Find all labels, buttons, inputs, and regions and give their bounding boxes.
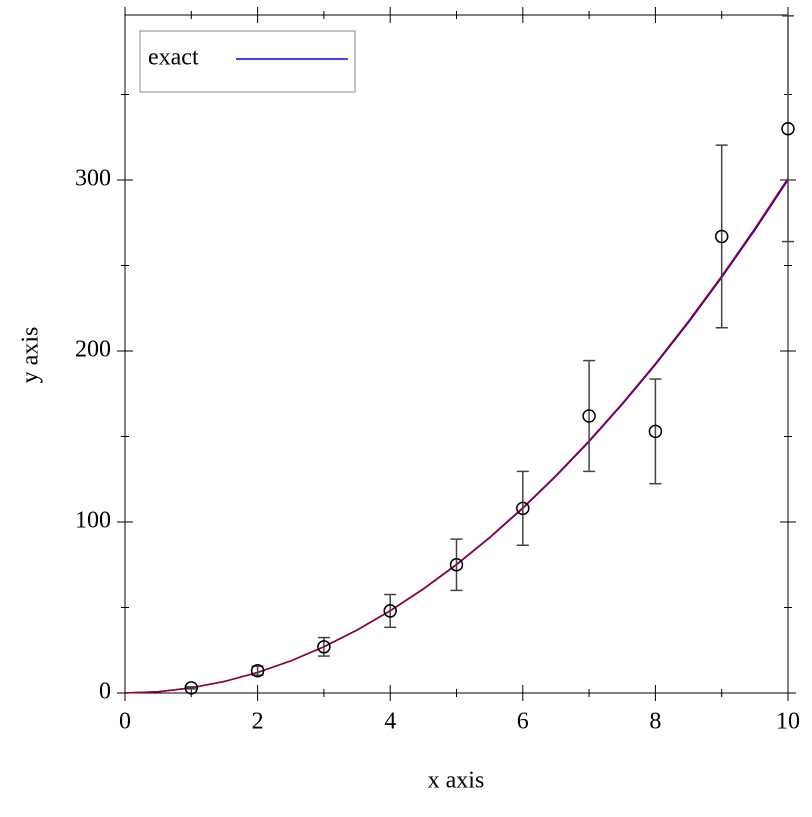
y-tick-label: 200	[75, 337, 111, 363]
series-line	[124, 179, 789, 694]
data-point	[648, 424, 663, 439]
data-point	[449, 558, 464, 572]
legend-box	[139, 30, 356, 93]
data-point	[317, 640, 331, 654]
y-tick-label: 300	[75, 166, 111, 192]
x-axis-label: x axis	[428, 768, 485, 794]
data-point	[781, 121, 795, 136]
data-point	[250, 664, 265, 678]
x-tick-label: 8	[649, 709, 661, 735]
data-point	[714, 229, 729, 244]
y-tick-label: 0	[99, 679, 111, 705]
x-tick-label: 4	[384, 709, 396, 735]
x-tick-label: 2	[252, 709, 264, 735]
legend-label: exact	[148, 45, 199, 71]
series-line	[124, 177, 789, 694]
data-point	[184, 681, 199, 695]
x-tick-label: 6	[517, 709, 529, 735]
x-tick-label: 0	[119, 709, 131, 735]
y-axis-label: y axis	[18, 327, 44, 384]
data-point	[582, 409, 596, 423]
plot-frame	[124, 14, 789, 694]
data-point	[383, 604, 397, 618]
data-point	[516, 501, 530, 516]
x-tick-label: 10	[776, 709, 800, 735]
y-tick-label: 100	[75, 508, 111, 534]
